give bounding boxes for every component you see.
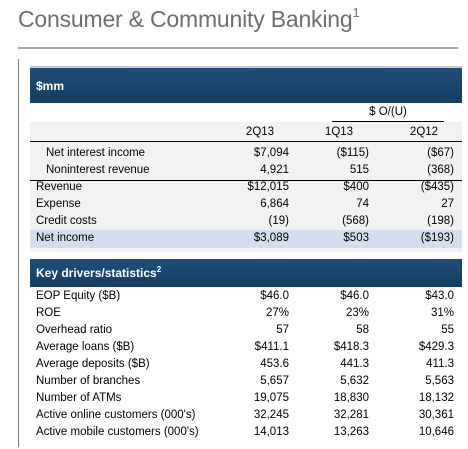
row-label: Credit costs — [36, 215, 97, 227]
cell-1q13: $400 — [343, 181, 369, 193]
row-label: Overhead ratio — [36, 324, 113, 336]
row-label: Active online customers (000's) — [36, 409, 196, 421]
cell-1q13: 74 — [356, 198, 369, 210]
cell-1q13: 18,830 — [333, 392, 369, 404]
cell-2q12: ($435) — [420, 181, 454, 193]
row-label: Expense — [36, 198, 81, 210]
row-label: Revenue — [36, 181, 83, 193]
cell-2q12: ($67) — [427, 147, 454, 159]
cell-2q12: 411.3 — [426, 358, 454, 370]
cell-2q13: $46.0 — [260, 290, 289, 302]
cell-2q12: 27 — [441, 198, 454, 210]
cell-2q13: 57 — [276, 324, 289, 336]
row-label: Average loans ($B) — [36, 341, 135, 353]
cell-1q13: 5,632 — [340, 375, 369, 387]
row-label: Net interest income — [46, 147, 146, 159]
cell-2q13: $411.1 — [254, 341, 289, 353]
cell-2q13: 453.6 — [260, 358, 289, 370]
table-row: Average loans ($B) $411.1 $418.3 $429.3 — [30, 341, 462, 357]
cell-1q13: $46.0 — [340, 290, 369, 302]
drivers-header-label: Key drivers/statistics — [36, 266, 157, 280]
cell-2q13: (19) — [268, 215, 289, 227]
cell-2q13: 19,075 — [253, 392, 289, 404]
cell-1q13: (568) — [342, 215, 369, 227]
table-row: Revenue $12,015 $400 ($435) — [30, 181, 462, 197]
cell-2q12: 30,361 — [418, 409, 454, 421]
cell-1q13: 58 — [356, 324, 369, 336]
table-row: Net interest income $7,094 ($115) ($67) — [30, 147, 462, 163]
row-label: EOP Equity ($B) — [36, 290, 121, 302]
column-header-1q13: 1Q13 — [324, 126, 354, 138]
cell-1q13: 515 — [349, 164, 369, 176]
cell-2q12: $429.3 — [418, 341, 454, 353]
cell-2q12: (368) — [427, 164, 454, 176]
page-title: Consumer & Community Banking1 — [18, 5, 360, 32]
table-row: Noninterest revenue 4,921 515 (368) — [30, 164, 462, 180]
table-row: Active online customers (000's) 32,245 3… — [30, 409, 462, 425]
title-footnote: 1 — [352, 5, 360, 20]
cell-1q13: 13,263 — [333, 426, 369, 438]
table-row: Average deposits ($B) 453.6 441.3 411.3 — [30, 358, 462, 374]
o-u-underline — [332, 121, 444, 122]
cell-2q13: 5,657 — [260, 375, 289, 387]
cell-1q13: $418.3 — [333, 341, 369, 353]
cell-2q12: 5,563 — [425, 375, 454, 387]
cell-1q13: $503 — [343, 232, 369, 244]
cell-1q13: 23% — [345, 307, 369, 319]
financial-table: $mm $ O/(U) 2Q13 1Q13 2Q12 Net interest … — [30, 66, 462, 443]
cell-2q13: $7,094 — [253, 147, 289, 159]
row-label: Active mobile customers (000's) — [36, 426, 199, 438]
cell-2q12: (198) — [427, 215, 454, 227]
cell-2q12: 10,646 — [418, 426, 454, 438]
cell-2q13: $3,089 — [253, 232, 289, 244]
cell-2q12: ($193) — [420, 232, 454, 244]
o-u-header: $ O/(U) — [369, 106, 407, 118]
table-row: EOP Equity ($B) $46.0 $46.0 $43.0 — [30, 290, 462, 306]
drivers-header-bar: Key drivers/statistics2 — [30, 259, 462, 287]
left-border-line — [18, 59, 19, 447]
cell-2q13: $12,015 — [247, 181, 289, 193]
table-row: Active mobile customers (000's) 14,013 1… — [30, 426, 462, 442]
column-header-divider — [30, 141, 462, 142]
column-header-2q12: 2Q12 — [409, 126, 439, 138]
cell-2q13: 6,864 — [260, 198, 289, 210]
table-row: Expense 6,864 74 27 — [30, 198, 462, 214]
title-rule — [18, 47, 458, 49]
table-row: Credit costs (19) (568) (198) — [30, 215, 462, 231]
row-label: Noninterest revenue — [46, 164, 150, 176]
table-row-net-income: Net income $3,089 $503 ($193) — [30, 232, 462, 248]
row-label: ROE — [36, 307, 61, 319]
column-header-2q13: 2Q13 — [245, 126, 275, 138]
cell-2q13: 14,013 — [253, 426, 289, 438]
table-row: ROE 27% 23% 31% — [30, 307, 462, 323]
row-label: Number of ATMs — [36, 392, 122, 404]
revenue-divider — [30, 180, 462, 181]
table-row: Number of ATMs 19,075 18,830 18,132 — [30, 392, 462, 408]
table-header-bar: $mm — [30, 66, 462, 103]
cell-1q13: ($115) — [336, 147, 369, 159]
drivers-footnote: 2 — [156, 265, 162, 274]
table-header-label: $mm — [36, 79, 65, 93]
cell-2q13: 4,921 — [260, 164, 289, 176]
cell-1q13: 32,281 — [333, 409, 369, 421]
cell-2q13: 27% — [265, 307, 289, 319]
table-row: Number of branches 5,657 5,632 5,563 — [30, 375, 462, 391]
row-label: Net income — [36, 232, 95, 244]
row-label: Number of branches — [36, 375, 141, 387]
cell-2q13: 32,245 — [253, 409, 289, 421]
net-income-highlight — [30, 230, 462, 248]
cell-2q12: 55 — [441, 324, 454, 336]
cell-2q12: 18,132 — [418, 392, 454, 404]
row-label: Average deposits ($B) — [36, 358, 150, 370]
cell-2q12: $43.0 — [425, 290, 454, 302]
table-row: Overhead ratio 57 58 55 — [30, 324, 462, 340]
cell-1q13: 441.3 — [340, 358, 369, 370]
cell-2q12: 31% — [430, 307, 454, 319]
